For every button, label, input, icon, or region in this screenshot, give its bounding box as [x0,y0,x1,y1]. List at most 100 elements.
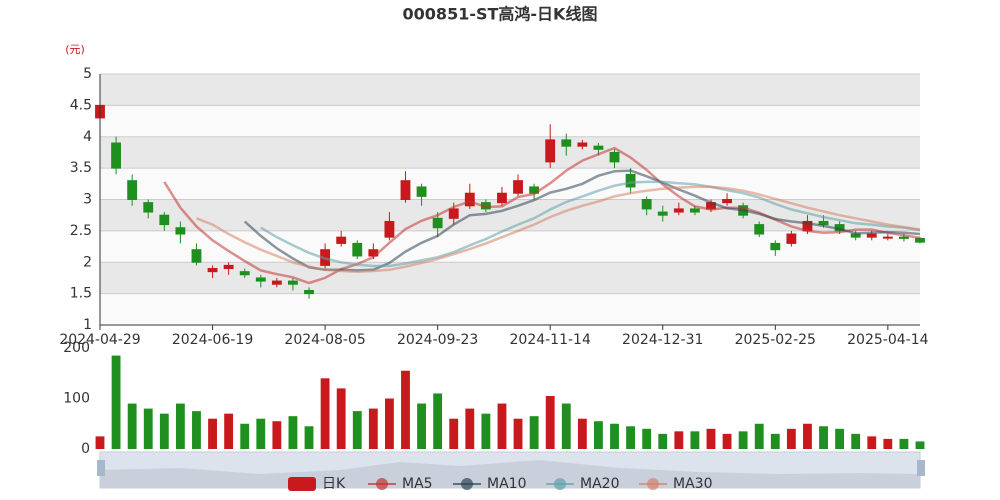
candle-body [448,208,459,219]
volume-bar [465,408,475,449]
legend-label: 日K [322,476,346,492]
candle-body [866,233,877,238]
volume-bar [95,436,105,449]
candle-body [577,142,588,147]
candle-body [384,220,395,238]
volume-bar [867,436,877,449]
candle-body [159,214,170,226]
legend: 日K MA5 MA10 MA20 MA30 [288,476,712,492]
candle-body [336,236,347,244]
y-tick-label: 5 [83,66,92,82]
y-tick-label: 1 [83,317,92,333]
candle-body [673,208,684,213]
candle-body [593,145,604,150]
volume-bar [272,421,282,449]
volume-bar [626,426,636,449]
volume-bar [658,433,668,449]
candle-body [754,224,765,235]
candle-body [689,208,700,213]
grid-band [100,168,920,200]
volume-bar [642,428,652,449]
legend-icon [647,478,659,490]
volume-bar [561,403,571,449]
volume-bar [175,403,185,449]
legend-icon [554,478,566,490]
volume-bar [835,428,845,449]
x-tick-label: 2024-11-14 [510,332,591,348]
y-tick-label: 4.5 [70,97,92,113]
volume-bar [224,413,234,449]
legend-icon [461,478,473,490]
candle-body [657,211,668,216]
volume-bar [577,418,587,449]
candle-body [513,180,523,194]
y-tick-label: 3.5 [70,160,92,176]
volume-bar [738,431,748,449]
volume-bar [690,431,700,449]
y-unit: (元) [65,43,85,56]
volume-bar [192,411,201,449]
volume-tick-label: 200 [63,340,90,356]
volume-bar [304,426,314,449]
volume-bar [481,413,491,449]
volume-bar [899,438,909,449]
volume-tick-label: 100 [63,391,90,407]
candle-body [899,236,909,239]
legend-label: MA30 [673,476,712,492]
legend-label: MA20 [580,476,619,492]
volume-bar [594,421,603,449]
candle-body [352,242,363,257]
legend-icon [288,477,316,491]
x-tick-label: 2024-04-29 [59,332,140,348]
grid-band [100,262,920,294]
volume-bar [240,423,250,449]
volume-bar [883,438,893,449]
grid-band [100,105,920,137]
volume-bar [159,413,169,449]
candle-body [561,139,572,147]
candle-body [625,173,636,188]
volume-bar [610,423,619,449]
candle-body [818,220,829,226]
candle-body [545,139,556,163]
volume-bar [368,408,378,449]
candle-body [722,199,732,204]
candle-body [770,242,781,251]
volume-bar [851,433,861,449]
grid-band [100,74,920,106]
y-tick-label: 4 [83,129,92,145]
slider-handle[interactable] [917,460,925,476]
volume-bar [352,411,362,449]
volume-bar [336,388,346,449]
candle-body [111,142,121,169]
candle-body [882,236,893,239]
ma-line [243,169,921,272]
x-tick-label: 2024-12-31 [622,332,703,348]
candle-body [400,180,411,201]
volume-bar [127,403,137,449]
legend-icon [376,478,388,490]
y-tick-label: 3 [83,192,92,208]
candle-body [464,192,475,207]
volume-bar [529,416,539,449]
slider-handle[interactable] [97,460,105,476]
volume-bar [497,403,507,449]
candle-body [255,277,266,282]
volume-bar [754,423,764,449]
legend-label: MA10 [487,476,526,492]
volume-bar [545,395,555,449]
candle-body [786,233,797,244]
y-tick-label: 2 [83,254,92,270]
volume-bar [770,433,780,449]
grid-band [100,199,920,231]
candle-body [191,249,202,263]
y-tick-label: 2.5 [70,223,92,239]
candle-body [288,280,298,285]
volume-bar [401,370,410,449]
chart-title: 000851-ST高鸿-日K线图 [403,5,598,24]
volume-bar [786,428,796,449]
candle-body [609,151,620,163]
x-tick-label: 2024-08-05 [284,332,365,348]
candle-body [127,180,138,201]
